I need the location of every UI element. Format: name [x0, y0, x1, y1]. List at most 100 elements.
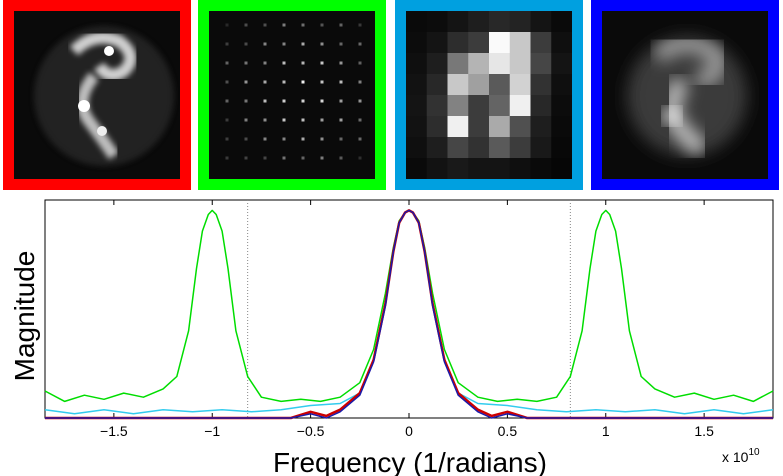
grid-sample-dot — [301, 156, 305, 160]
grid-sample-dot — [263, 156, 267, 160]
grid-sample-dot — [225, 23, 229, 27]
pixel-block — [489, 95, 511, 117]
pixel-block — [406, 53, 428, 75]
grid-sample-dot — [301, 61, 305, 65]
pixel-block — [447, 116, 469, 138]
panel-blue — [591, 0, 779, 190]
pixel-block — [530, 32, 552, 54]
grid-sample-dot — [263, 118, 267, 122]
grid-sample-dot — [282, 61, 286, 65]
pixel-block — [489, 158, 511, 179]
grid-sample-dot — [301, 42, 305, 46]
pixel-block — [406, 137, 428, 159]
pixel-block — [551, 32, 572, 54]
plot-area: −1.5 −1 −0.5 0 0.5 1 1.5 — [44, 199, 774, 439]
x-axis-label: Frequency (1/radians) — [273, 447, 547, 476]
grid-sample-dot — [358, 61, 362, 65]
pixel-block — [509, 95, 531, 117]
plot-frame — [44, 199, 774, 419]
series-line-blue — [45, 209, 773, 419]
pixel-block — [489, 11, 511, 33]
grid-sample-dot — [244, 80, 248, 84]
grid-sample-dot — [358, 80, 362, 84]
x-tick-label: −0.5 — [297, 423, 325, 439]
pixel-block — [447, 74, 469, 96]
grid-sample-dot — [320, 118, 324, 122]
pixel-block — [468, 95, 490, 117]
grid-sample-dot — [339, 156, 343, 160]
pixel-block — [468, 116, 490, 138]
grid-sample-dot — [320, 61, 324, 65]
y-axis-label: Magnitude — [9, 251, 40, 382]
pixel-block — [426, 95, 448, 117]
panel-red — [3, 0, 191, 190]
grid-sample-dot — [282, 156, 286, 160]
grid-sample-dot — [358, 42, 362, 46]
grid-sample-dot — [358, 118, 362, 122]
grid-sample-dot — [225, 118, 229, 122]
grid-sample-dot — [358, 99, 362, 103]
x-tick-label: −1.5 — [100, 423, 128, 439]
pixel-block — [509, 116, 531, 138]
x-tick-label: 0 — [405, 423, 413, 439]
grid-sample-dot — [244, 42, 248, 46]
pixel-block — [426, 32, 448, 54]
grid-sample-dot — [225, 42, 229, 46]
grid-sample-dot — [244, 156, 248, 160]
grid-sample-dot — [358, 23, 362, 27]
grid-sample-dot — [263, 99, 267, 103]
pixel-block — [447, 53, 469, 75]
pixel-block — [468, 158, 490, 179]
grid-sample-dot — [320, 137, 324, 141]
pixel-block — [447, 95, 469, 117]
pixel-block — [530, 116, 552, 138]
grid-sample-dot — [244, 137, 248, 141]
pixel-block — [551, 11, 572, 33]
grid-sample-dot — [339, 80, 343, 84]
pixel-block — [426, 158, 448, 179]
sampled-grid — [209, 11, 375, 179]
grid-sample-dot — [263, 61, 267, 65]
grid-sample-dot — [282, 118, 286, 122]
pixel-block — [509, 32, 531, 54]
grid-sample-dot — [244, 99, 248, 103]
grid-sample-dot — [301, 23, 305, 27]
grid-sample-dot — [301, 80, 305, 84]
pixel-block — [406, 116, 428, 138]
grid-sample-dot — [301, 137, 305, 141]
x-tick-label: 1 — [602, 423, 610, 439]
grid-sample-dot — [320, 23, 324, 27]
pixel-block — [406, 158, 428, 179]
pixel-block — [426, 116, 448, 138]
pixel-block — [447, 11, 469, 33]
frequency-chart: −1.5 −1 −0.5 0 0.5 1 1.5 Magnitude Frequency (… — [9, 199, 774, 476]
pixel-block — [406, 95, 428, 117]
pixel-block — [530, 11, 552, 33]
pixel-block — [468, 137, 490, 159]
grid-sample-dot — [339, 61, 343, 65]
x-multiplier: x 1010 — [722, 447, 760, 465]
grid-sample-dot — [320, 80, 324, 84]
pixel-block — [551, 158, 572, 179]
pixel-block — [426, 74, 448, 96]
grid-sample-dot — [339, 42, 343, 46]
blurred-image — [602, 11, 768, 179]
grid-sample-dot — [244, 118, 248, 122]
pixel-block — [489, 53, 511, 75]
pixel-block — [489, 32, 511, 54]
grid-sample-dot — [225, 99, 229, 103]
grid-sample-dot — [358, 156, 362, 160]
grid-sample-dot — [263, 42, 267, 46]
panel-green — [198, 0, 386, 190]
pixel-block — [509, 137, 531, 159]
grid-sample-dot — [358, 137, 362, 141]
pixel-block — [489, 74, 511, 96]
pixel-block — [489, 116, 511, 138]
x-tick-label: 0.5 — [498, 423, 518, 439]
pixel-block — [406, 32, 428, 54]
pixel-block — [489, 137, 511, 159]
pixel-block — [551, 116, 572, 138]
grid-sample-dot — [225, 156, 229, 160]
grid-sample-dot — [282, 42, 286, 46]
pixel-block — [468, 32, 490, 54]
